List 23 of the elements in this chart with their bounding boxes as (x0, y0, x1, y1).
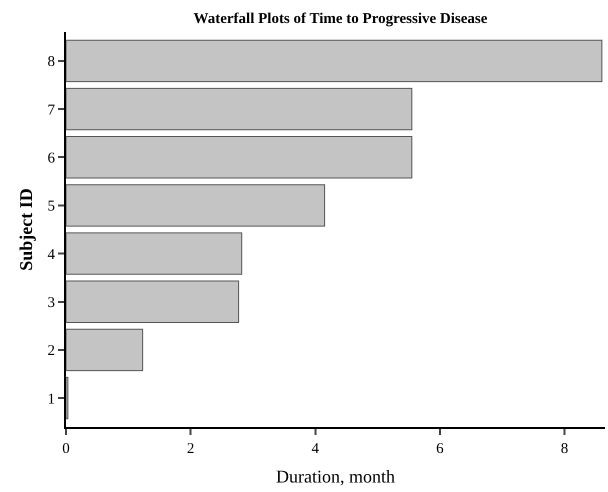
bar (66, 88, 412, 130)
x-axis-title: Duration, month (276, 466, 395, 487)
y-tick-label: 8 (48, 54, 55, 70)
bar (66, 136, 412, 178)
bar (66, 328, 144, 372)
y-tick-label: 5 (48, 198, 55, 215)
bar (66, 184, 326, 227)
bar (66, 40, 602, 82)
y-axis-title: Subject ID (16, 188, 36, 271)
y-tick-label: 7 (48, 102, 56, 118)
x-tick-label: 8 (560, 441, 568, 457)
bar (66, 280, 240, 323)
y-tick-label: 6 (48, 150, 56, 166)
x-tick-label: 2 (186, 441, 194, 457)
y-tick-label: 1 (48, 391, 55, 408)
y-tick-label: 3 (48, 295, 55, 312)
y-tick-label: 4 (48, 246, 56, 263)
chart-title: Waterfall Plots of Time to Progressive Disease (194, 10, 488, 27)
x-tick-label: 0 (62, 441, 70, 457)
bar (66, 232, 242, 275)
x-tick-label: 6 (436, 441, 444, 457)
x-tick-label: 4 (312, 441, 320, 457)
y-tick-label: 2 (48, 343, 55, 360)
